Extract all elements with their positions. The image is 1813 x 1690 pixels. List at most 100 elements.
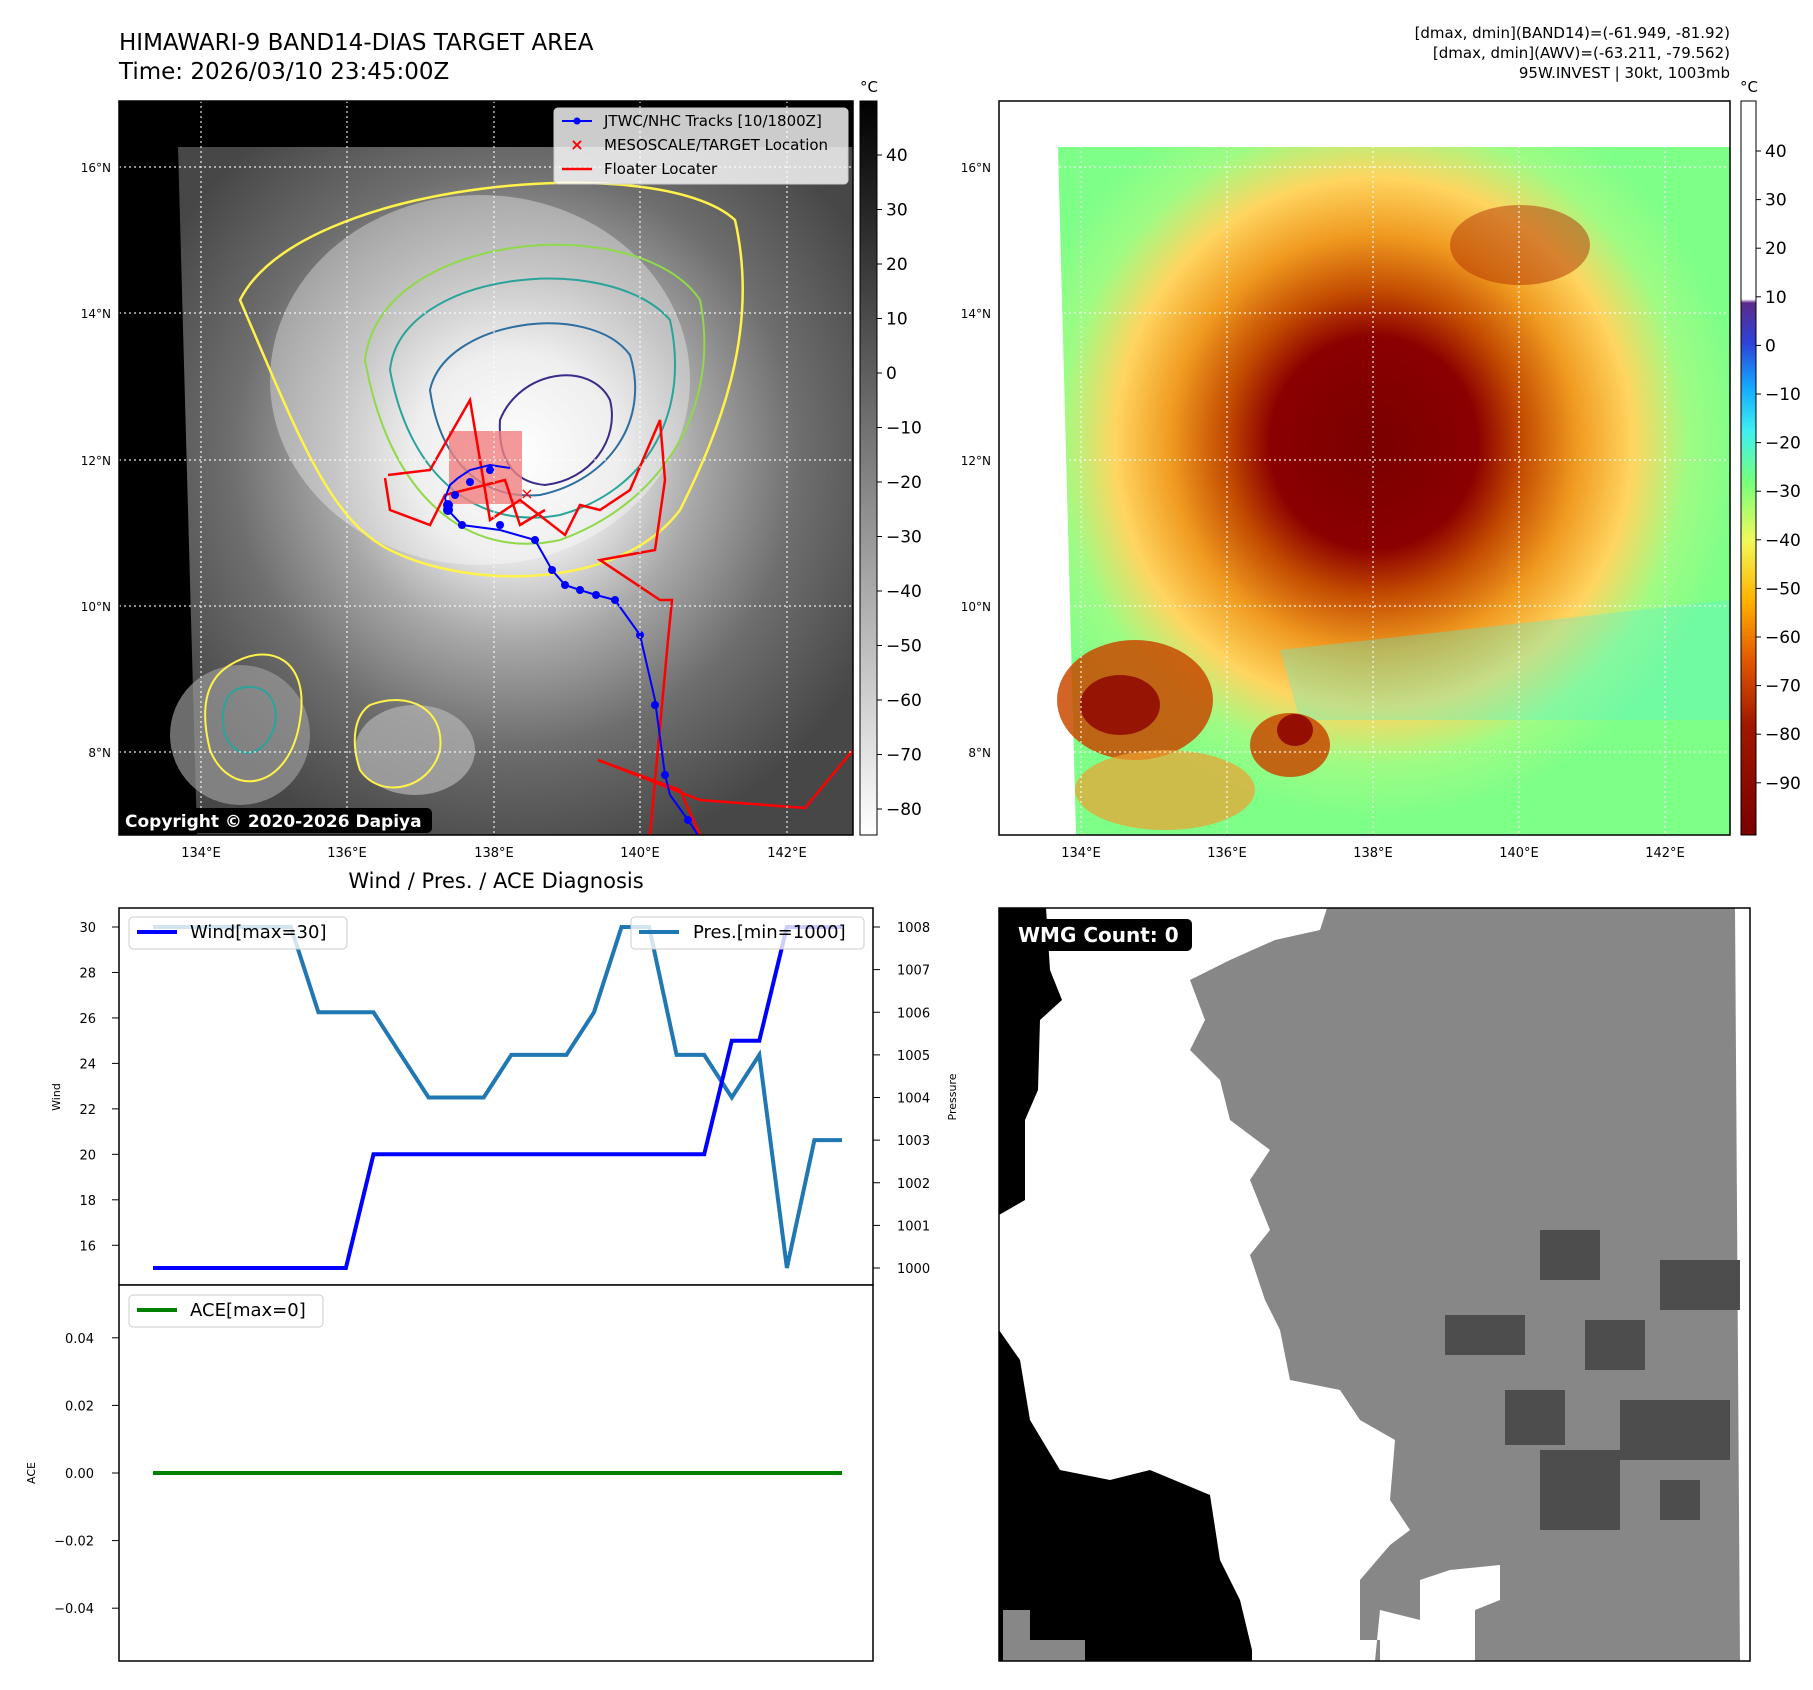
floater-locater-line	[387, 396, 674, 835]
colorbar-tick-label: 20	[1765, 239, 1787, 259]
colorbar-tick-label: −90	[1765, 774, 1801, 794]
colorbar-tick-label: 0	[1765, 336, 1776, 356]
colorbar-tick-label: −20	[1765, 434, 1801, 454]
wmg-panel: WMG Count: 0	[998, 907, 1751, 1662]
legend-target-label: MESOSCALE/TARGET Location	[604, 136, 828, 154]
copyright-label: Copyright © 2020-2026 Dapiya	[125, 812, 422, 832]
target-marker: ×	[520, 484, 533, 503]
lat-label: 14°N	[961, 307, 991, 321]
lon-label: 136°E	[1207, 846, 1247, 861]
wind-series-line	[153, 925, 842, 1270]
lat-label: 12°N	[81, 454, 111, 468]
ir-colorbar-unit: °C	[860, 78, 878, 96]
ace-y-tick-label: 0.00	[65, 1467, 94, 1482]
wind-y-tick-label: 30	[79, 921, 96, 936]
wmg-count-label: WMG Count: 0	[1018, 923, 1179, 947]
colorbar-tick-label: −50	[1765, 579, 1801, 599]
pressure-y-tick-label: 1002	[897, 1177, 930, 1192]
ir-colorbar-ticks: 40 30 20 10 0 −10 −20 −30 −40 −50 −60 −70 −80	[877, 146, 922, 820]
lat-label: 14°N	[81, 307, 111, 321]
wmg-gray-corner	[1003, 1610, 1085, 1661]
awv-colorbar: °C 40 30 20 10 0 −10 −20 −30 −40 −50 −60 −70 −80 −90	[1740, 78, 1801, 836]
colorbar-tick-label: −20	[886, 473, 922, 493]
wind-axis-label: Wind	[50, 1083, 63, 1111]
wind-y-tick-label: 16	[79, 1239, 96, 1254]
colorbar-tick-label: 30	[886, 201, 908, 221]
pressure-y-tick-label: 1000	[897, 1262, 930, 1277]
colorbar-tick-label: −80	[1765, 725, 1801, 745]
lat-label: 16°N	[961, 161, 991, 175]
colorbar-tick-label: 30	[1765, 191, 1787, 211]
legend-floater-label: Floater Locater	[604, 160, 718, 178]
lon-label: 140°E	[620, 846, 660, 861]
wind-y-tick-label: 22	[79, 1103, 96, 1118]
wind-legend: Wind[max=30]	[128, 916, 348, 950]
lon-label: 142°E	[767, 846, 807, 861]
colorbar-tick-label: −30	[1765, 482, 1801, 502]
ace-y-tick-label: 0.02	[65, 1399, 94, 1414]
pressure-axis-label: Pressure	[946, 1073, 959, 1120]
pressure-y-tick-label: 1001	[897, 1219, 930, 1234]
ace-legend-label: ACE[max=0]	[190, 1300, 306, 1321]
ace-legend: ACE[max=0]	[128, 1294, 324, 1328]
legend-track-label: JTWC/NHC Tracks [10/1800Z]	[603, 112, 822, 130]
colorbar-tick-label: −10	[886, 419, 922, 439]
lon-label: 134°E	[1061, 846, 1101, 861]
colorbar-tick-label: 10	[1765, 288, 1787, 308]
lon-label: 140°E	[1499, 846, 1539, 861]
awv-colorbar-ticks: 40 30 20 10 0 −10 −20 −30 −40 −50 −60 −70 −80 −90	[1756, 142, 1801, 794]
figure-title: HIMAWARI-9 BAND14-DIAS TARGET AREA	[119, 30, 594, 56]
lon-label: 142°E	[1645, 846, 1685, 861]
ace-y-tick-label: 0.04	[65, 1332, 94, 1347]
awv-gridlines	[999, 101, 1730, 835]
colorbar-tick-label: 0	[886, 364, 897, 384]
colorbar-tick-label: 40	[1765, 142, 1787, 162]
stats-band14: [dmax, dmin](BAND14)=(-61.949, -81.92)	[1415, 24, 1730, 42]
svg-text:×: ×	[570, 135, 583, 154]
colorbar-tick-label: 40	[886, 146, 908, 166]
pressure-y-tick-label: 1007	[897, 964, 930, 979]
wmg-black-region-lower	[999, 1330, 1252, 1661]
colorbar-tick-label: −70	[886, 746, 922, 766]
wind-pressure-chart: 30 28 26 24 22 20 18 16 1008 1007 1006 1005 1004 100…	[50, 907, 959, 1286]
colorbar-tick-label: −60	[886, 691, 922, 711]
figure-time: Time: 2026/03/10 23:45:00Z	[118, 59, 449, 85]
pressure-legend: Pres.[min=1000]	[630, 916, 865, 950]
wind-y-tick-label: 20	[79, 1148, 96, 1163]
wind-y-tick-label: 24	[79, 1057, 96, 1072]
lon-label: 134°E	[181, 846, 221, 861]
stats-awv: [dmax, dmin](AWV)=(-63.211, -79.562)	[1433, 44, 1730, 62]
lat-label: 10°N	[81, 600, 111, 614]
map-legend: JTWC/NHC Tracks [10/1800Z] × MESOSCALE/T…	[553, 107, 849, 185]
ace-y-tick-label: −0.04	[54, 1602, 94, 1617]
pressure-y-tick-label: 1005	[897, 1049, 930, 1064]
colorbar-tick-label: 20	[886, 255, 908, 275]
lon-label: 136°E	[327, 846, 367, 861]
colorbar-tick-label: −60	[1765, 628, 1801, 648]
wind-y-tick-label: 26	[79, 1012, 96, 1027]
wmg-black-region	[999, 908, 1062, 1215]
awv-colorbar-unit: °C	[1740, 78, 1758, 96]
colorbar-tick-label: −80	[886, 800, 922, 820]
ace-axis-label: ACE	[25, 1462, 38, 1484]
wind-y-tick-label: 18	[79, 1194, 96, 1209]
floater-locater-line-2	[383, 477, 546, 527]
ace-y-tick-label: −0.02	[54, 1535, 94, 1550]
floater-locater-line-3	[597, 749, 853, 810]
pressure-y-tick-label: 1004	[897, 1092, 930, 1107]
colorbar-tick-label: −40	[886, 582, 922, 602]
lat-label: 16°N	[81, 161, 111, 175]
lat-label: 10°N	[961, 600, 991, 614]
lat-label: 8°N	[88, 746, 111, 760]
pressure-y-tick-label: 1006	[897, 1006, 930, 1021]
floater-locater-line-4	[597, 758, 702, 835]
lon-label: 138°E	[474, 846, 514, 861]
awv-map-panel: 16°N 14°N 12°N 10°N 8°N 134°E 136°E 138°…	[961, 100, 1731, 861]
pressure-y-tick-label: 1003	[897, 1134, 930, 1149]
colorbar-tick-label: −30	[886, 528, 922, 548]
ace-chart: 0.04 0.02 0.00 −0.02 −0.04 ACE ACE[max=0]	[25, 1284, 874, 1662]
pressure-legend-label: Pres.[min=1000]	[693, 922, 846, 943]
wmg-dark-patches	[1445, 1230, 1740, 1530]
colorbar-tick-label: 10	[886, 310, 908, 330]
